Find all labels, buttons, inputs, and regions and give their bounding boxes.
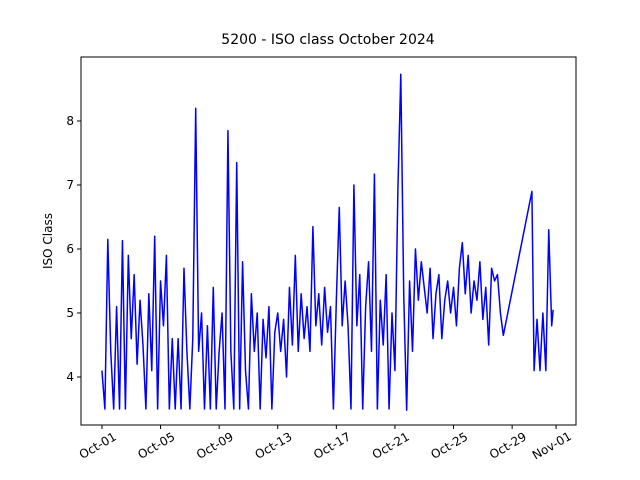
y-axis-label: ISO Class [41,213,55,269]
y-tick-label: 5 [66,306,74,320]
y-tick-label: 6 [66,242,74,256]
x-tick-label: Nov-01 [530,429,574,462]
y-tick-label: 7 [66,178,74,192]
x-tick-label: Oct-21 [370,430,412,462]
x-tick-label: Oct-09 [194,430,236,462]
chart-title: 5200 - ISO class October 2024 [221,32,434,48]
x-tick-label: Oct-17 [311,430,353,462]
x-tick-label: Oct-29 [487,430,529,462]
y-tick-label: 4 [66,370,74,384]
x-tick-label: Oct-13 [253,430,295,462]
x-tick-label: Oct-25 [428,430,470,462]
y-tick-label: 8 [66,114,74,128]
x-tick-label: Oct-05 [135,430,177,462]
x-tick-label: Oct-01 [77,430,119,462]
plot-frame [80,56,577,426]
data-line [101,73,554,412]
